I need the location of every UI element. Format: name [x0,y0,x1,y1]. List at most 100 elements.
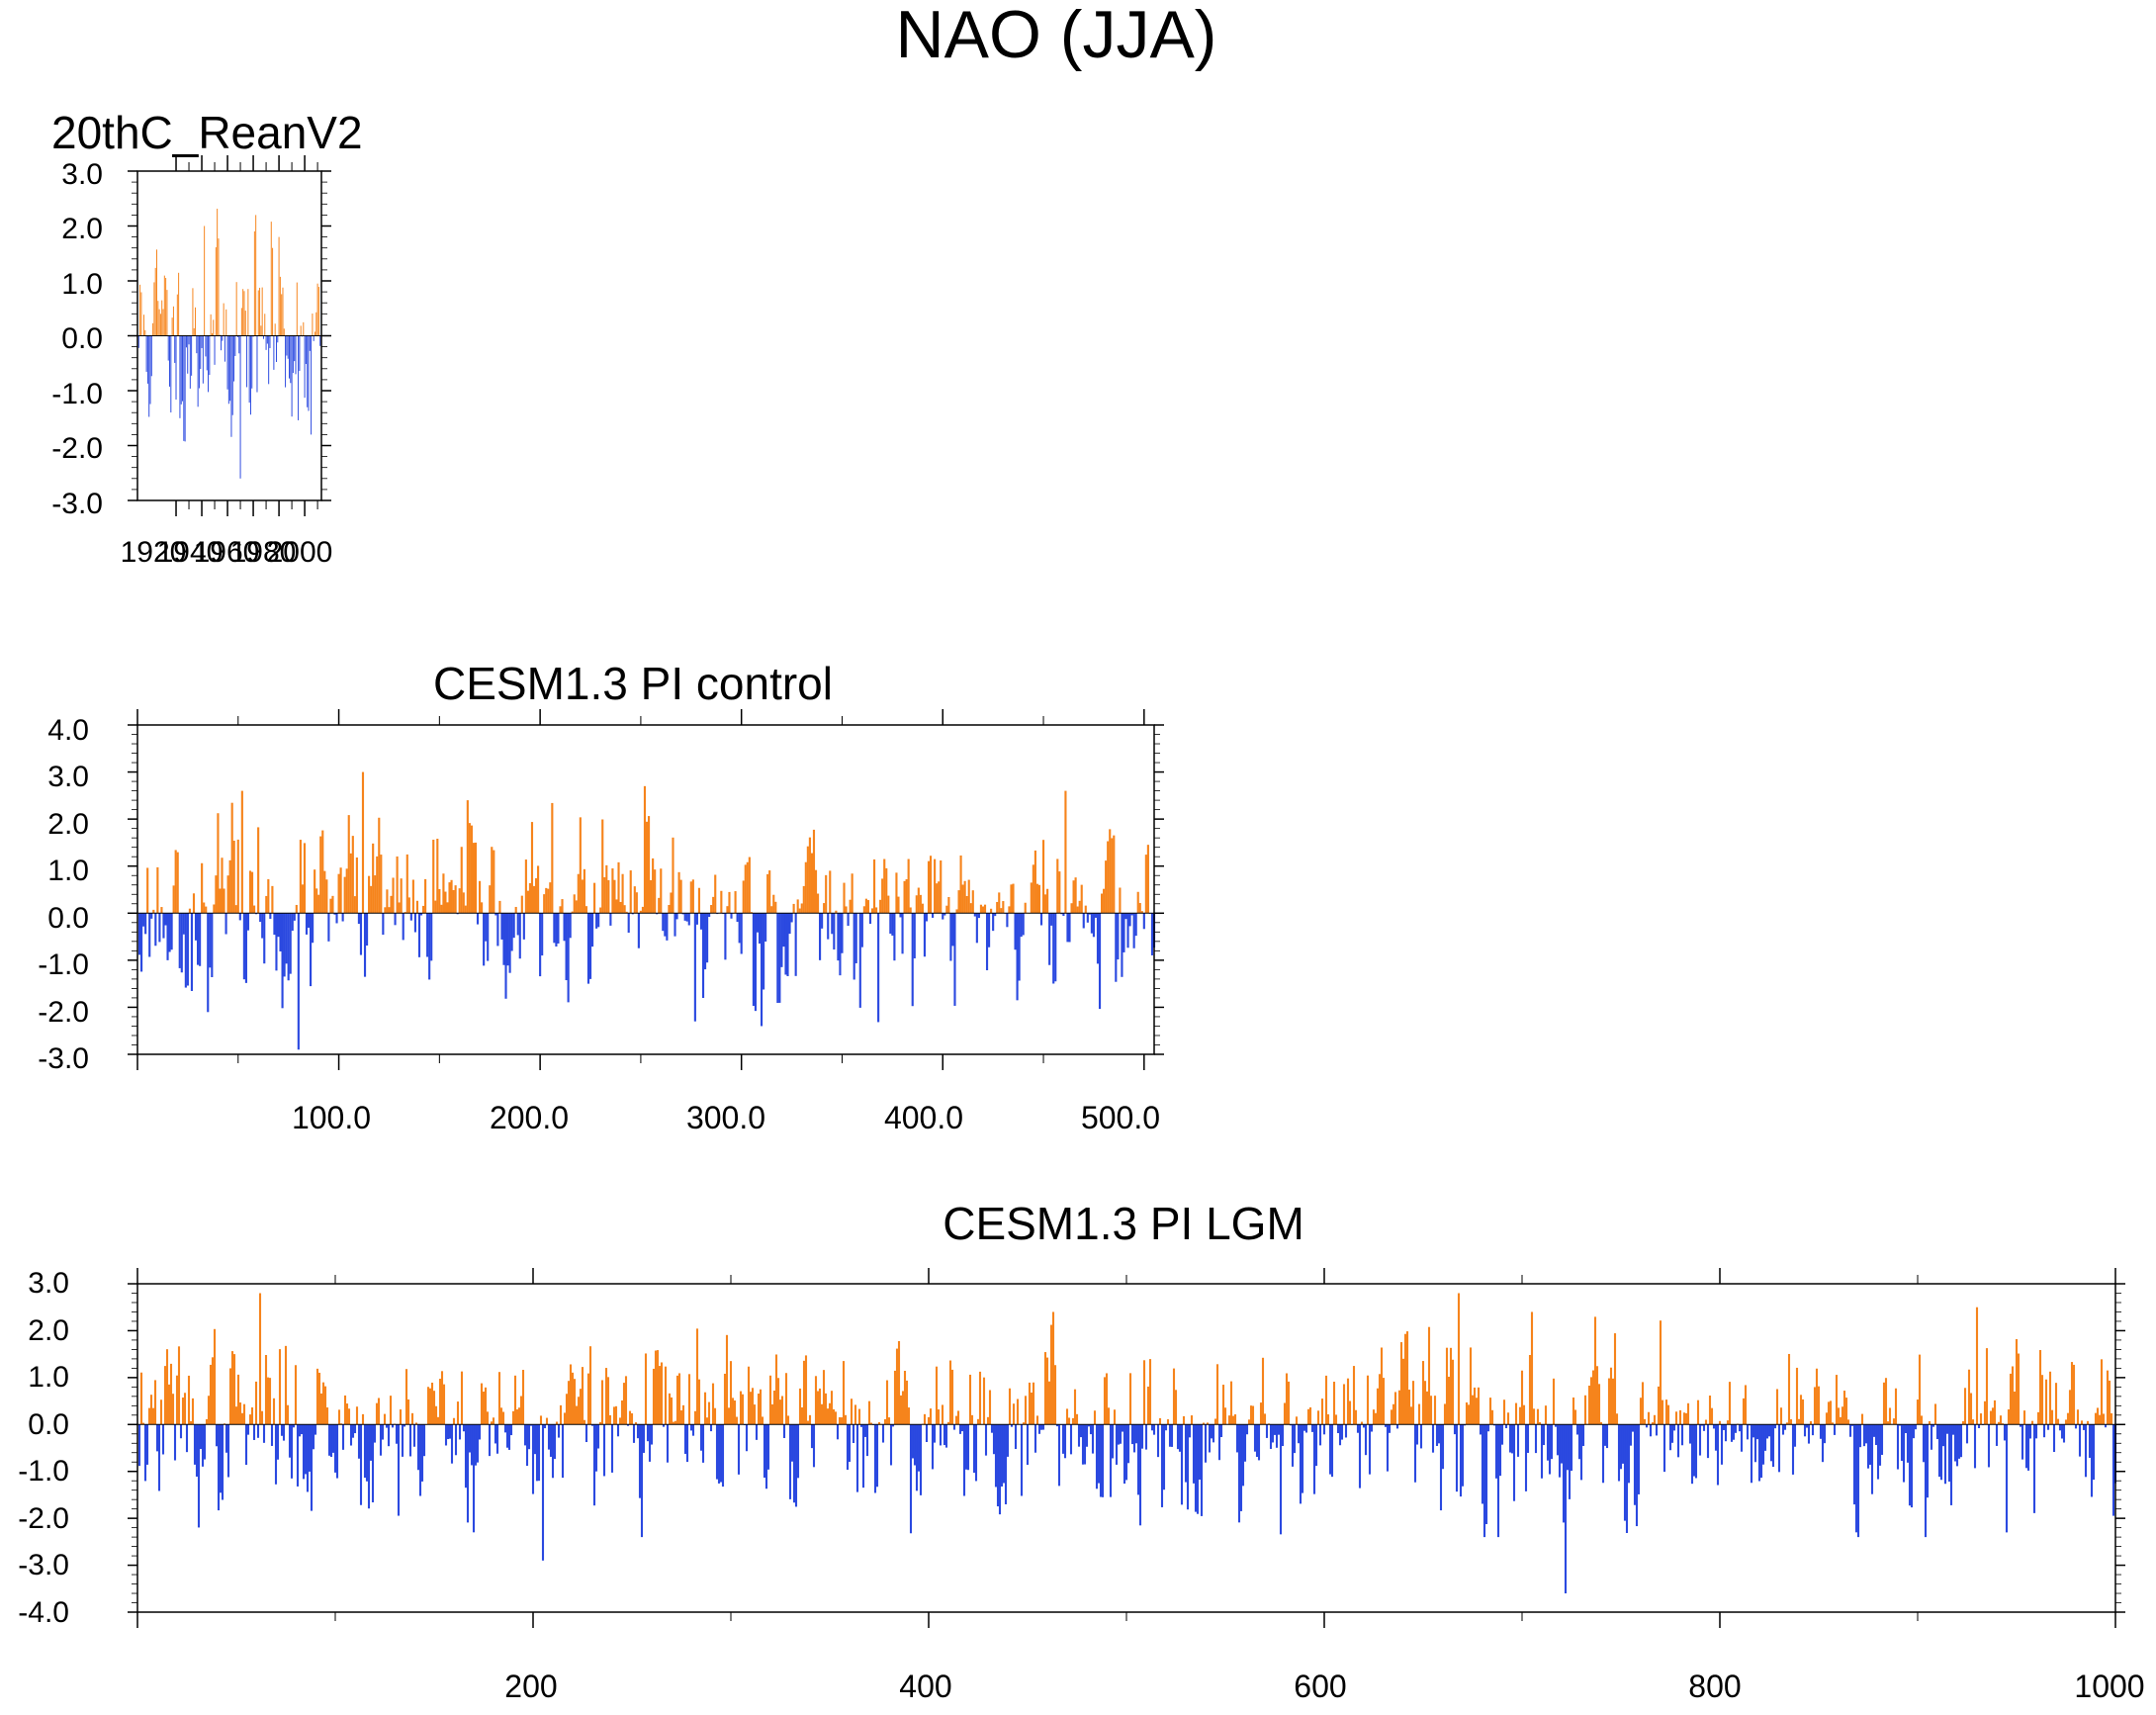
bar-positive [751,1388,755,1425]
bar-positive [668,1393,672,1425]
bar-positive [1787,1353,1791,1425]
bar-positive [634,1422,638,1425]
bar-positive [938,881,941,914]
bar-positive [1229,1381,1233,1425]
bar-negative [312,913,314,944]
bar-positive [1382,1378,1386,1425]
bar-negative [307,335,309,407]
bar-positive [577,873,580,914]
bar-positive [171,317,173,336]
bar-positive [1593,1316,1597,1425]
bar-positive [492,1417,495,1425]
bar-positive [1213,1418,1217,1425]
bar-positive [806,846,809,914]
bar-negative [222,335,224,341]
bar-negative [616,1424,620,1437]
bar-negative [333,913,336,915]
bar-positive [424,878,427,914]
bar-positive [654,1350,658,1425]
bar-positive [1613,1333,1617,1425]
bar-positive [482,1392,486,1425]
bar-positive [622,1383,626,1425]
bar-positive [210,314,212,336]
bar-positive [1522,1404,1526,1425]
bar-negative [1645,1424,1649,1428]
bar-positive [161,300,163,336]
bar-positive [703,1392,707,1425]
bar-positive [956,1410,960,1425]
bar-negative [462,1424,466,1432]
bar-positive [1502,1399,1506,1425]
bar-positive [532,885,536,914]
bar-negative [183,335,185,441]
bar-positive [1920,1415,1924,1425]
bar-negative [758,913,762,945]
bar-negative [650,1424,654,1445]
bar-negative [157,1424,161,1491]
bar-negative [1330,1424,1334,1478]
bar-positive [264,314,266,336]
bar-negative [839,913,842,976]
bar-positive [267,878,270,914]
bar-negative [597,913,600,928]
bar-negative [1777,1424,1781,1473]
bar-positive [238,1402,242,1425]
bar-negative [1150,913,1154,955]
bar-negative [1340,1424,1344,1440]
bar-negative [1662,1424,1666,1473]
bar-positive [517,1407,521,1425]
bar-negative [555,913,558,947]
bar-positive [1572,1397,1575,1425]
bar-positive [1046,888,1049,914]
bar-positive [442,1384,446,1425]
bar-positive [1647,1411,1651,1425]
bar-positive [2068,1390,2072,1425]
bar-negative [784,913,787,975]
bar-positive [1287,1381,1291,1425]
bar-positive [143,315,144,336]
bar-positive [753,1404,757,1425]
bar-negative [1805,1424,1809,1428]
bar-negative [341,1424,345,1450]
bar-negative [195,1424,199,1477]
bar-negative [1870,1424,1874,1494]
bar-positive [1144,855,1147,914]
bar-positive [832,1408,836,1425]
bar-positive [834,1411,838,1425]
bar-positive [278,1349,282,1425]
bar-negative [1111,1424,1115,1459]
bar-positive [183,1393,187,1425]
bar-positive [534,878,538,914]
bar-positive [1916,1399,1920,1425]
bar-positive [1380,1347,1384,1425]
bar-positive [421,905,425,914]
bar-positive [370,885,373,914]
bar-positive [1093,1410,1097,1425]
bar-positive [605,864,608,914]
bar-negative [1314,1424,1318,1467]
bar-negative [327,1424,331,1456]
bar-negative [1484,1424,1488,1525]
bar-negative [333,1424,337,1473]
bar-negative [304,335,306,399]
bar-positive [1449,1347,1453,1425]
bar-positive [1128,1373,1132,1425]
bar-positive [695,1328,699,1425]
bar-positive [1138,903,1141,914]
bar-positive [748,857,751,914]
bar-positive [1696,1399,1700,1425]
bar-negative [226,1424,230,1478]
bar-positive [812,829,816,914]
bar-negative [174,335,176,363]
bar-negative [382,913,385,936]
bar-positive [493,850,495,914]
bar-negative [533,1424,537,1455]
bar-positive [1657,1386,1661,1425]
bar-negative [1273,1424,1277,1435]
bar-positive [604,1368,608,1425]
bar-positive [258,1293,262,1425]
bar-positive [1012,1403,1016,1425]
bar-positive [312,314,314,336]
bar-negative [1204,1424,1208,1463]
bar-positive [1599,1421,1603,1425]
